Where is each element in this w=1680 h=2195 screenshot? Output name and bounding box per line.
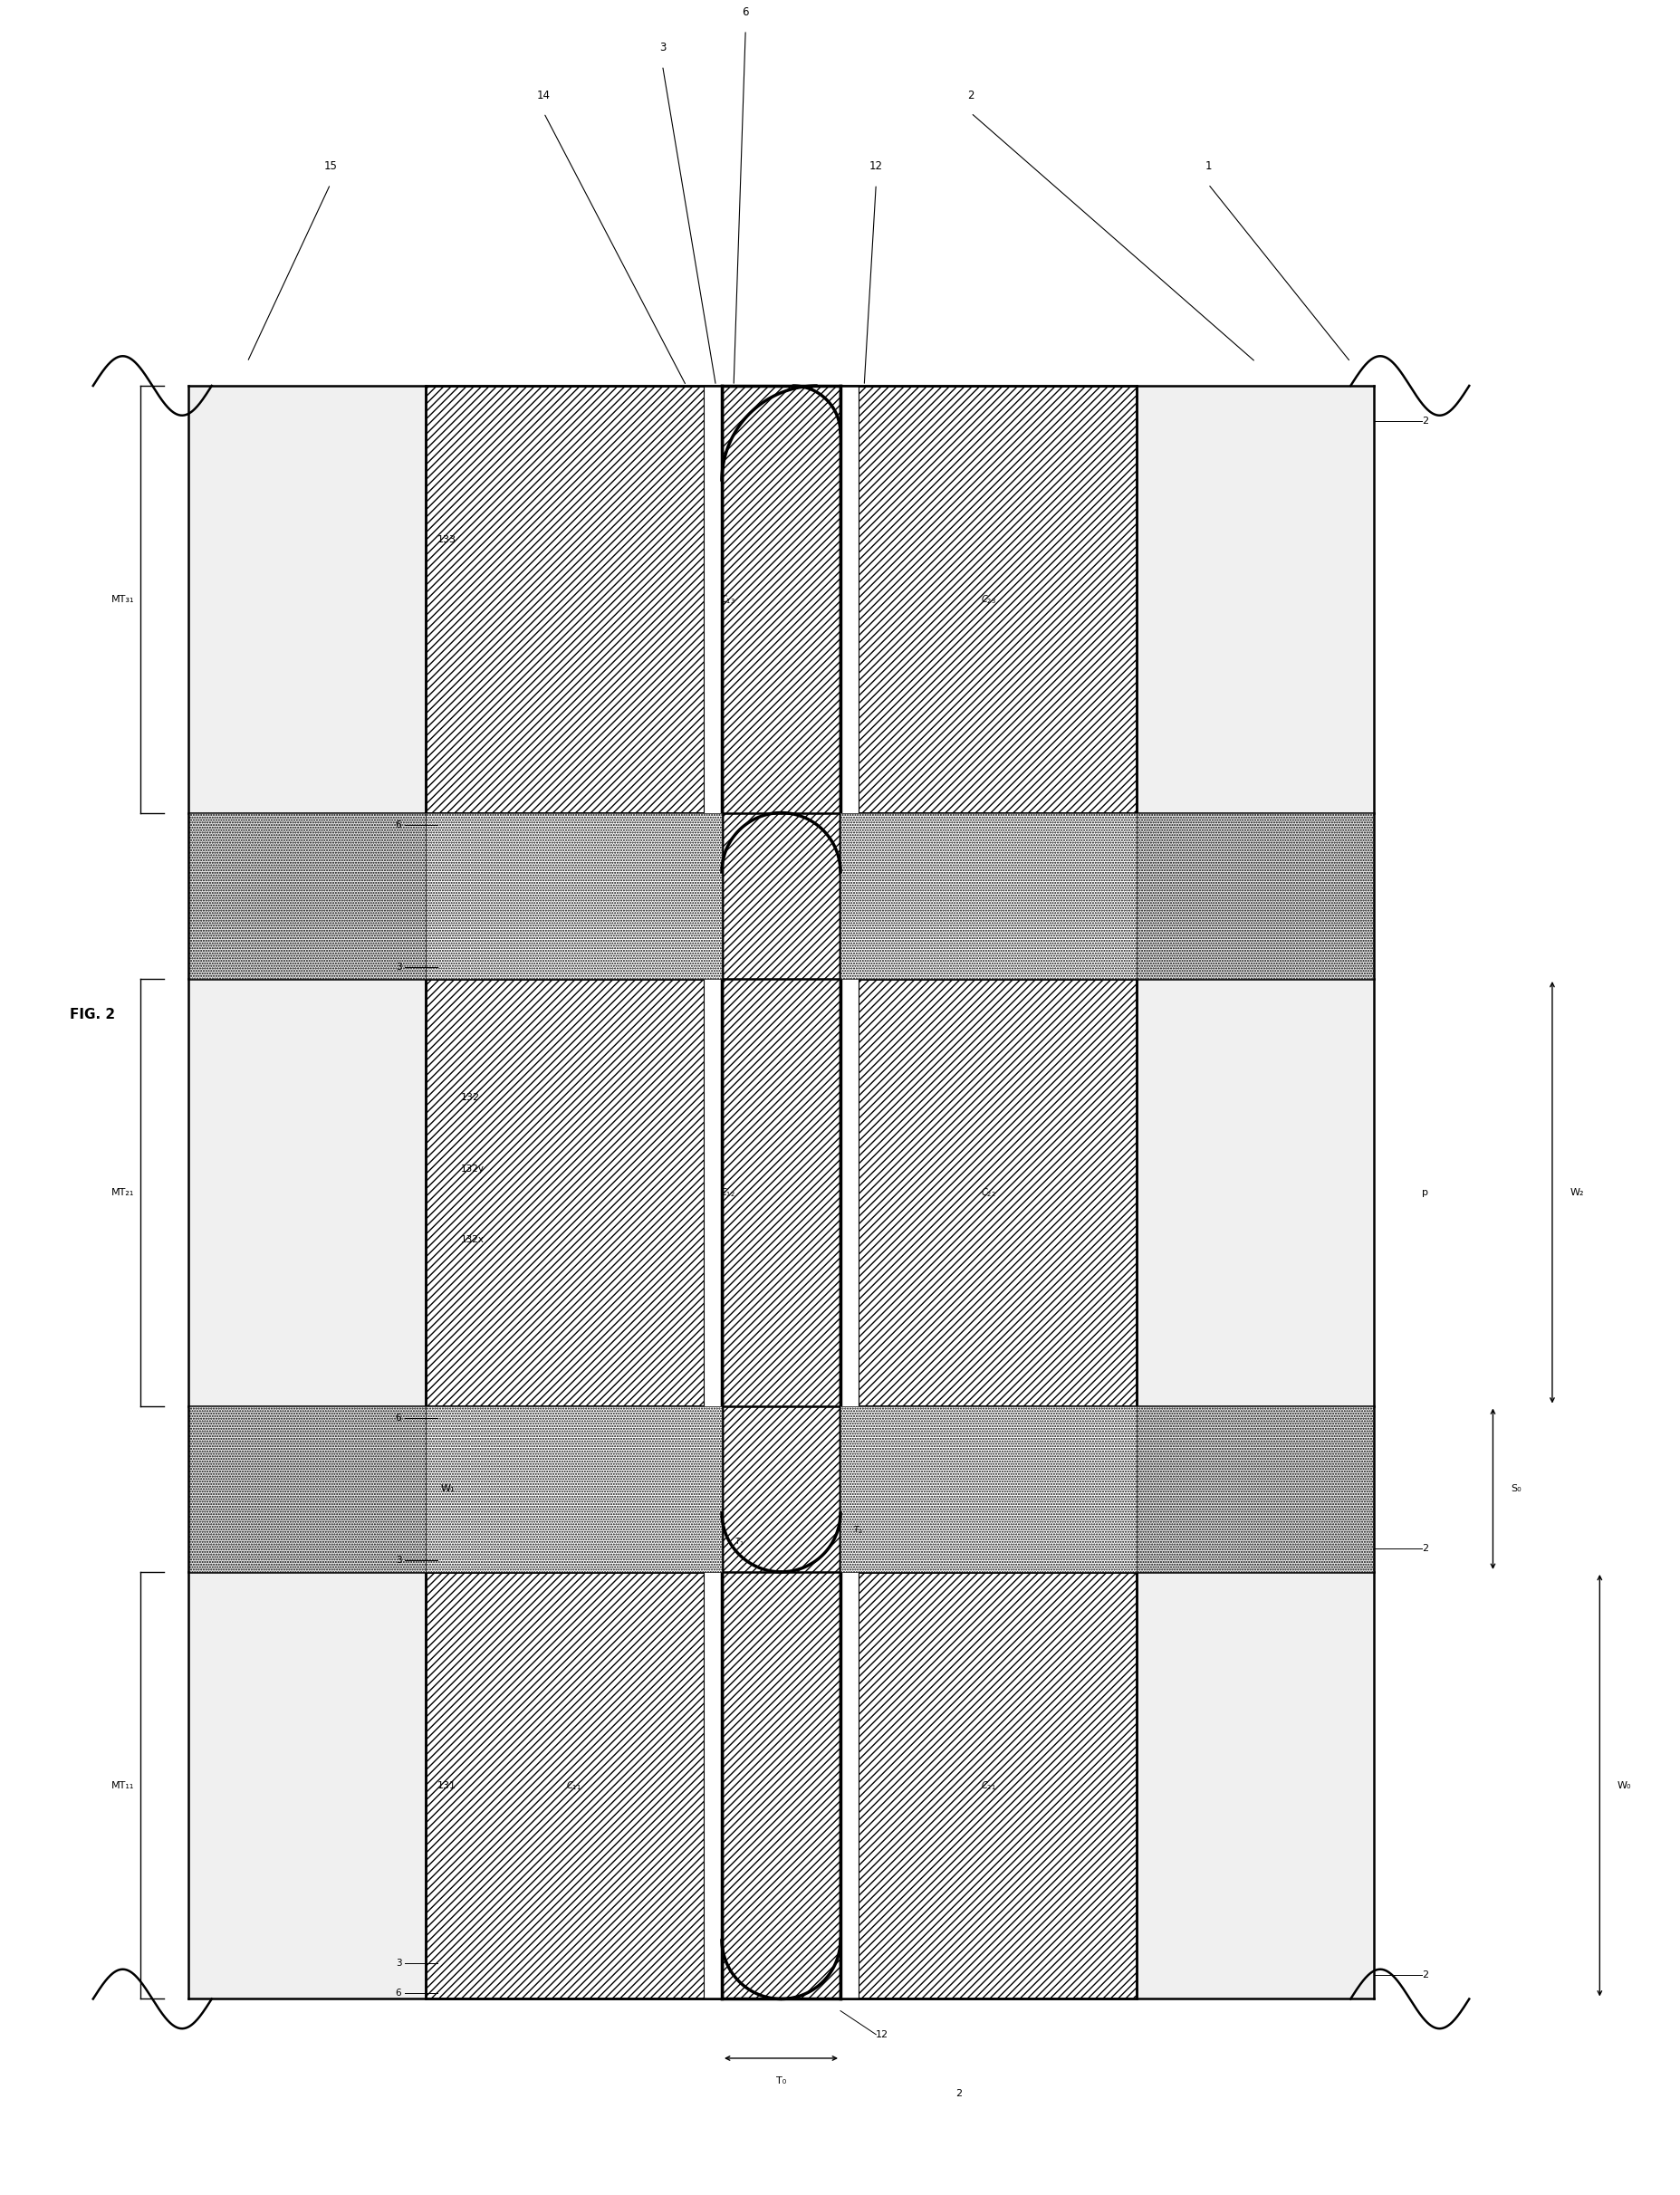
- Text: 3: 3: [659, 42, 665, 53]
- Text: 2: 2: [956, 2090, 961, 2098]
- Text: 15: 15: [324, 160, 338, 171]
- Text: $T_2$: $T_2$: [853, 1526, 864, 1536]
- Text: $C_{22}$: $C_{22}$: [981, 1185, 996, 1198]
- Bar: [188, 386, 1374, 2000]
- Text: 12: 12: [875, 2030, 889, 2039]
- Bar: [840, 812, 1374, 979]
- Text: 6: 6: [395, 821, 402, 830]
- Text: W₂: W₂: [1569, 1187, 1583, 1196]
- Bar: [840, 1405, 1374, 1572]
- Bar: [188, 812, 721, 979]
- Bar: [425, 1572, 721, 2000]
- Bar: [840, 812, 1374, 979]
- Text: 12: 12: [869, 160, 882, 171]
- Text: $T_1$: $T_1$: [734, 1536, 744, 1547]
- Bar: [188, 1405, 721, 1572]
- Text: 14: 14: [538, 90, 551, 101]
- Bar: [840, 812, 1374, 979]
- Text: S₀: S₀: [1510, 1484, 1520, 1493]
- Text: p: p: [1421, 1187, 1428, 1196]
- Bar: [188, 1405, 721, 1572]
- Text: 6: 6: [743, 7, 749, 18]
- Text: MT₃₁: MT₃₁: [111, 595, 134, 604]
- Bar: [425, 386, 721, 812]
- Bar: [1136, 812, 1374, 979]
- Text: 3: 3: [395, 1958, 402, 1969]
- Bar: [188, 812, 721, 979]
- Bar: [1136, 1405, 1374, 1572]
- Bar: [425, 1405, 721, 1572]
- Text: 6: 6: [395, 1414, 402, 1422]
- Text: 2: 2: [1421, 1971, 1428, 1980]
- Text: FIG. 2: FIG. 2: [69, 1008, 114, 1021]
- Bar: [188, 1405, 721, 1572]
- Text: MT₂₁: MT₂₁: [111, 1187, 134, 1196]
- Text: $C_{23}$: $C_{23}$: [981, 593, 996, 606]
- Bar: [188, 812, 425, 979]
- Text: 3: 3: [395, 1556, 402, 1565]
- Bar: [840, 1405, 1136, 1572]
- Text: 2: 2: [968, 90, 974, 101]
- Text: T₀: T₀: [776, 2076, 786, 2085]
- Text: $C_{13}$: $C_{13}$: [719, 593, 736, 606]
- Text: W₀: W₀: [1616, 1780, 1631, 1789]
- Text: $C_{11}$: $C_{11}$: [566, 1780, 581, 1791]
- Bar: [188, 1405, 425, 1572]
- Text: W₁: W₁: [440, 1484, 455, 1493]
- Text: MT₁₁: MT₁₁: [111, 1780, 134, 1789]
- Text: 2: 2: [1421, 1543, 1428, 1552]
- Bar: [704, 386, 721, 2000]
- Bar: [840, 386, 858, 2000]
- Bar: [840, 1572, 1136, 2000]
- Bar: [840, 1405, 1374, 1572]
- Text: 132y: 132y: [460, 1163, 484, 1172]
- Text: 133: 133: [437, 536, 455, 544]
- Text: $C_{12}$: $C_{12}$: [719, 1185, 734, 1198]
- Text: 1: 1: [1205, 160, 1211, 171]
- Bar: [840, 1405, 1374, 1572]
- Text: 132: 132: [460, 1093, 480, 1102]
- Text: 6: 6: [395, 1989, 402, 1997]
- Text: 131: 131: [437, 1780, 455, 1789]
- Text: $C_{21}$: $C_{21}$: [981, 1780, 996, 1791]
- Bar: [188, 812, 721, 979]
- Text: 3: 3: [395, 961, 402, 972]
- Text: 2: 2: [1421, 417, 1428, 426]
- Bar: [840, 979, 1136, 1405]
- Bar: [425, 812, 721, 979]
- Text: 132x: 132x: [460, 1236, 484, 1245]
- Bar: [840, 386, 1136, 812]
- Bar: [840, 812, 1136, 979]
- Bar: [425, 979, 721, 1405]
- Bar: [721, 386, 840, 2000]
